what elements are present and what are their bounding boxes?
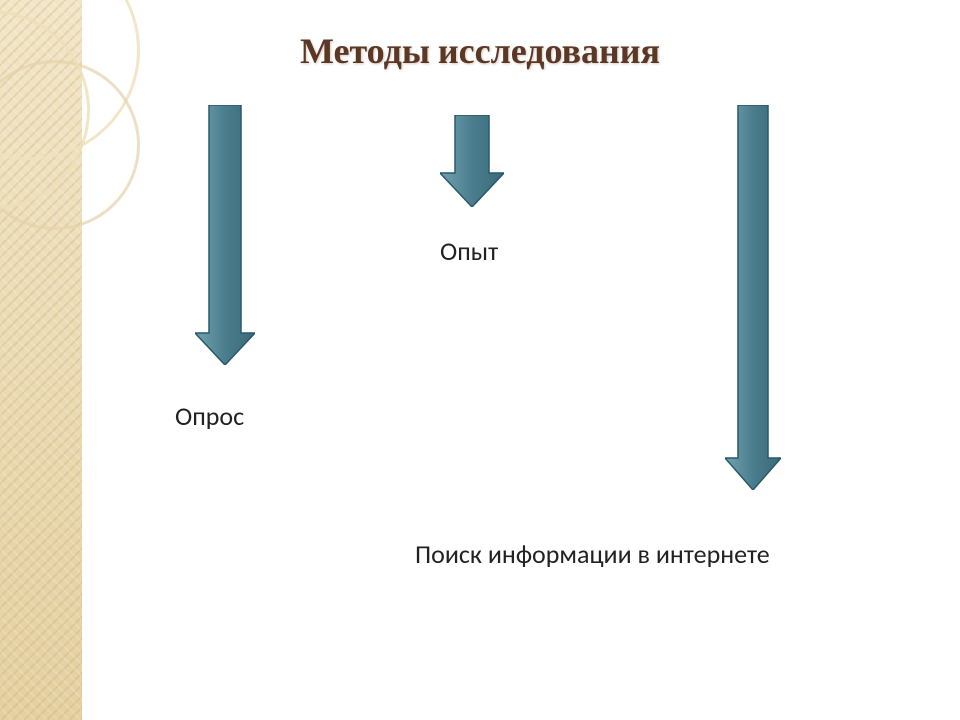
label-poisk: Поиск информации в интернете bbox=[415, 538, 770, 570]
arrow-opros bbox=[195, 105, 255, 370]
arrow-poisk bbox=[725, 105, 781, 495]
label-opros: Опрос bbox=[175, 400, 244, 432]
slide-title: Методы исследования bbox=[0, 30, 960, 72]
arrow-opyt bbox=[440, 115, 504, 212]
label-opyt: Опыт bbox=[440, 235, 498, 267]
